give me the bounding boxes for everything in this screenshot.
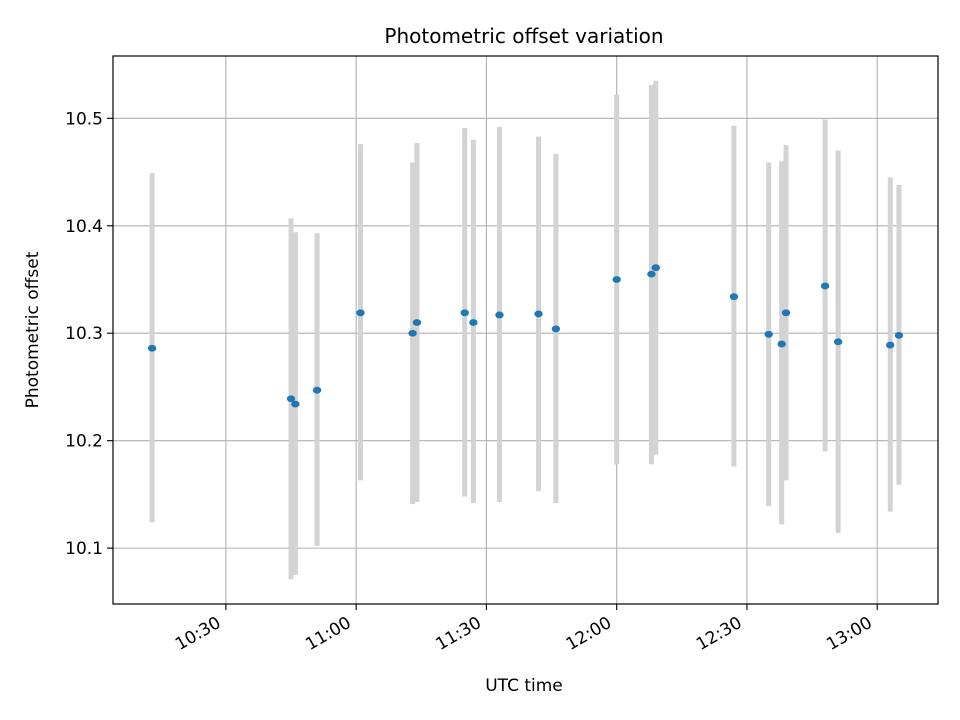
- data-point: [612, 276, 621, 283]
- x-tick-label: 12:30: [693, 613, 745, 655]
- data-point: [777, 340, 786, 348]
- y-tick-label: 10.1: [65, 539, 103, 559]
- error-bars: [149, 80, 902, 580]
- y-tick-label: 10.2: [65, 432, 103, 452]
- y-axis-label: Photometric offset: [23, 251, 43, 408]
- x-axis-label: UTC time: [485, 676, 563, 696]
- x-tick-label: 11:30: [432, 613, 484, 655]
- x-tick-label: 13:00: [823, 613, 875, 655]
- data-point: [460, 309, 469, 317]
- x-tick-label: 11:00: [302, 613, 354, 655]
- data-point: [820, 282, 830, 290]
- data-point: [551, 325, 561, 333]
- y-tick-label: 10.5: [65, 109, 103, 129]
- x-tick-label: 10:30: [172, 613, 224, 655]
- data-point: [286, 395, 296, 403]
- data-point: [412, 319, 422, 326]
- data-point: [356, 309, 365, 317]
- y-tick-label: 10.4: [65, 217, 103, 237]
- y-axis-ticks: 10.1 10.2 10.3 10.4 10.5: [65, 109, 113, 559]
- data-point: [833, 338, 843, 346]
- data-point: [312, 386, 322, 394]
- data-point: [147, 344, 157, 352]
- data-point: [764, 330, 773, 338]
- data-point: [729, 293, 739, 301]
- data-point: [781, 309, 791, 317]
- data-point: [408, 329, 417, 337]
- x-axis-ticks: 10:30 11:00 11:30 12:00 12:30 13:00: [172, 604, 878, 655]
- data-point: [291, 400, 300, 408]
- data-point: [495, 311, 504, 319]
- data-point: [894, 331, 904, 339]
- data-point: [469, 319, 478, 326]
- chart-title: Photometric offset variation: [384, 24, 663, 48]
- data-points: [147, 264, 904, 408]
- data-point: [886, 341, 895, 349]
- plot-frame: [112, 55, 939, 605]
- data-point: [651, 264, 660, 272]
- x-tick-label: 12:00: [563, 613, 615, 655]
- grid: [113, 56, 938, 604]
- data-point: [534, 310, 543, 318]
- y-tick-label: 10.3: [65, 324, 103, 344]
- data-point: [647, 270, 656, 278]
